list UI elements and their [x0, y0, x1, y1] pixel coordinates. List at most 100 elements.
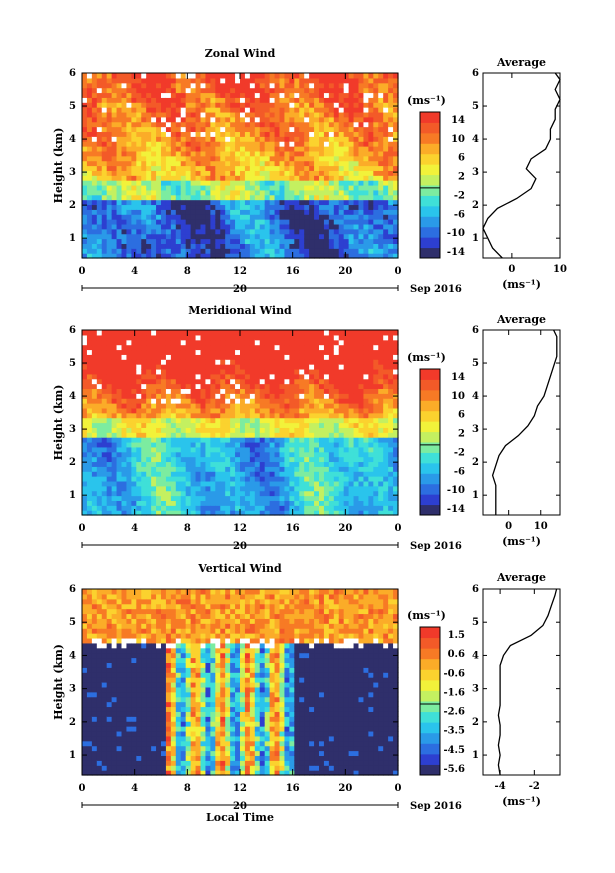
- heatmap-cell: [96, 209, 103, 215]
- heatmap-cell: [190, 510, 197, 516]
- heatmap-cell: [358, 359, 365, 365]
- heatmap-cell: [299, 116, 305, 123]
- heatmap-cell: [279, 141, 286, 147]
- heatmap-cell: [185, 165, 192, 171]
- heatmap-cell: [86, 417, 93, 424]
- heatmap-cell: [319, 155, 325, 162]
- heatmap-cell: [180, 184, 187, 191]
- heatmap-cell: [111, 111, 118, 118]
- heatmap-cell: [383, 349, 389, 355]
- heatmap-cell: [363, 175, 369, 181]
- heatmap-cell: [299, 194, 305, 201]
- heatmap-cell: [353, 228, 360, 235]
- heatmap-cell: [249, 175, 256, 181]
- heatmap-cell: [151, 131, 157, 137]
- heatmap-cell: [348, 422, 355, 428]
- heatmap-cell: [274, 87, 281, 94]
- heatmap-cell: [358, 485, 365, 492]
- heatmap-cell: [230, 121, 236, 128]
- heatmap-cell: [141, 466, 147, 472]
- heatmap-cell: [378, 407, 384, 414]
- heatmap-cell: [269, 73, 276, 79]
- heatmap-cell: [215, 393, 221, 399]
- heatmap-cell: [284, 189, 290, 196]
- heatmap-cell: [240, 388, 246, 394]
- heatmap-cell: [210, 505, 216, 511]
- heatmap-cell: [338, 373, 345, 380]
- heatmap-cell: [259, 126, 266, 133]
- heatmap-cell: [264, 354, 271, 360]
- heatmap-cell: [240, 393, 246, 399]
- heatmap-cell: [343, 82, 350, 89]
- heatmap-cell: [175, 223, 182, 230]
- heatmap-cell: [304, 476, 310, 482]
- heatmap-cell: [121, 330, 128, 336]
- heatmap-cell: [358, 344, 365, 351]
- heatmap-cell: [86, 219, 93, 225]
- heatmap-cell: [225, 330, 231, 336]
- heatmap-cell: [314, 160, 320, 167]
- heatmap-cell: [205, 427, 211, 433]
- heatmap-cell: [289, 180, 295, 186]
- heatmap-cell: [230, 77, 236, 84]
- heatmap-cell: [353, 116, 360, 123]
- heatmap-cell: [284, 422, 290, 428]
- heatmap-cell: [200, 214, 207, 220]
- heatmap-cell: [101, 461, 108, 467]
- heatmap-cell: [106, 160, 113, 167]
- heatmap-cell: [141, 393, 147, 399]
- heatmap-cell: [333, 354, 340, 360]
- heatmap-cell: [279, 505, 286, 511]
- heatmap-cell: [279, 199, 286, 206]
- heatmap-cell: [333, 253, 340, 259]
- heatmap-cell: [343, 441, 350, 448]
- heatmap-cell: [165, 485, 172, 492]
- heatmap-cell: [230, 253, 236, 259]
- heatmap-cell: [101, 505, 108, 511]
- heatmap-cell: [165, 102, 172, 108]
- heatmap-cell: [289, 243, 295, 249]
- heatmap-cell: [82, 422, 88, 428]
- heatmap-cell: [141, 175, 147, 181]
- heatmap-cell: [259, 175, 266, 181]
- profile-y-tick-label: 4: [472, 134, 479, 145]
- heatmap-cell: [86, 97, 93, 103]
- heatmap-cell: [116, 339, 123, 346]
- heatmap-cell: [141, 102, 147, 108]
- heatmap-cell: [146, 170, 152, 176]
- heatmap-cell: [126, 368, 132, 375]
- heatmap-cell: [338, 102, 345, 108]
- heatmap-cell: [353, 146, 360, 152]
- heatmap-cell: [116, 422, 123, 428]
- heatmap-cell: [91, 87, 98, 94]
- heatmap-cell: [235, 373, 241, 380]
- heatmap-cell: [388, 170, 394, 176]
- heatmap-cell: [151, 175, 157, 181]
- heatmap-cell: [269, 403, 276, 409]
- heatmap-cell: [106, 82, 113, 89]
- heatmap-cell: [126, 214, 132, 220]
- heatmap-cell: [235, 209, 241, 215]
- heatmap-cell: [348, 446, 355, 453]
- heatmap-cell: [210, 403, 216, 409]
- heatmap-cell: [353, 330, 360, 336]
- heatmap-cell: [378, 180, 384, 186]
- heatmap-cell: [388, 238, 394, 244]
- heatmap-cell: [319, 204, 325, 210]
- heatmap-cell: [249, 495, 256, 501]
- heatmap-cell: [368, 233, 374, 240]
- heatmap-cell: [274, 189, 281, 196]
- heatmap-cell: [284, 170, 290, 176]
- heatmap-cell: [309, 189, 315, 196]
- y-tick-label: 5: [69, 101, 76, 112]
- heatmap-cell: [170, 131, 177, 137]
- heatmap-cell: [101, 194, 108, 201]
- heatmap-cell: [393, 189, 399, 196]
- heatmap-cell: [254, 209, 261, 215]
- heatmap-cell: [363, 378, 369, 385]
- heatmap-cell: [289, 223, 295, 230]
- heatmap-cell: [363, 111, 369, 118]
- heatmap-cell: [343, 248, 350, 254]
- heatmap-cell: [348, 378, 355, 385]
- heatmap-cell: [220, 432, 226, 438]
